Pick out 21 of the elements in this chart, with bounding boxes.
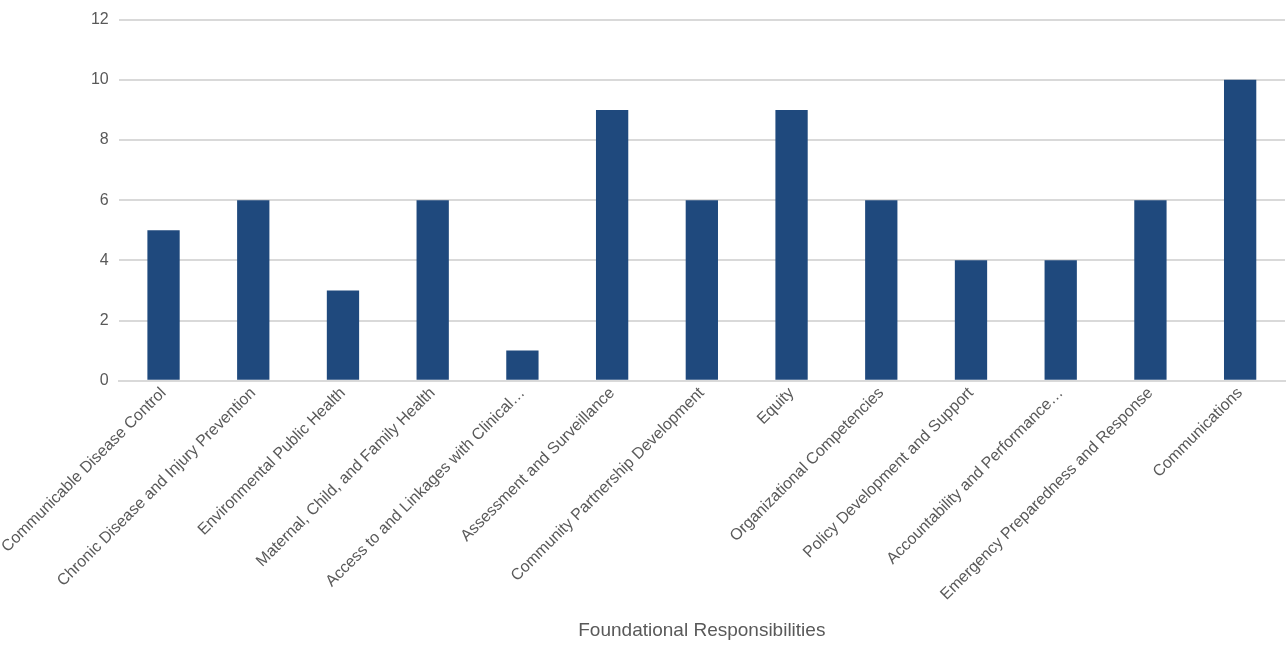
bar [237,200,270,380]
bar [416,200,449,380]
bar [506,350,539,380]
bar [595,109,629,380]
bar [1044,260,1077,380]
y-tick-label: 6 [99,190,109,208]
bar [954,260,988,380]
y-tick-label: 2 [99,310,109,328]
bar [775,109,808,380]
y-tick-label: 0 [99,371,109,389]
y-tick-label: 12 [90,10,109,28]
y-tick-label: 10 [90,70,109,88]
bar [326,290,360,380]
y-tick-label: 8 [99,130,109,148]
x-axis-title: Foundational Responsibilities [578,618,826,640]
bar [1134,200,1167,380]
bar [865,200,898,380]
bar [147,230,180,380]
bar [1223,79,1257,380]
bar [685,200,718,380]
y-tick-label: 4 [99,250,109,268]
